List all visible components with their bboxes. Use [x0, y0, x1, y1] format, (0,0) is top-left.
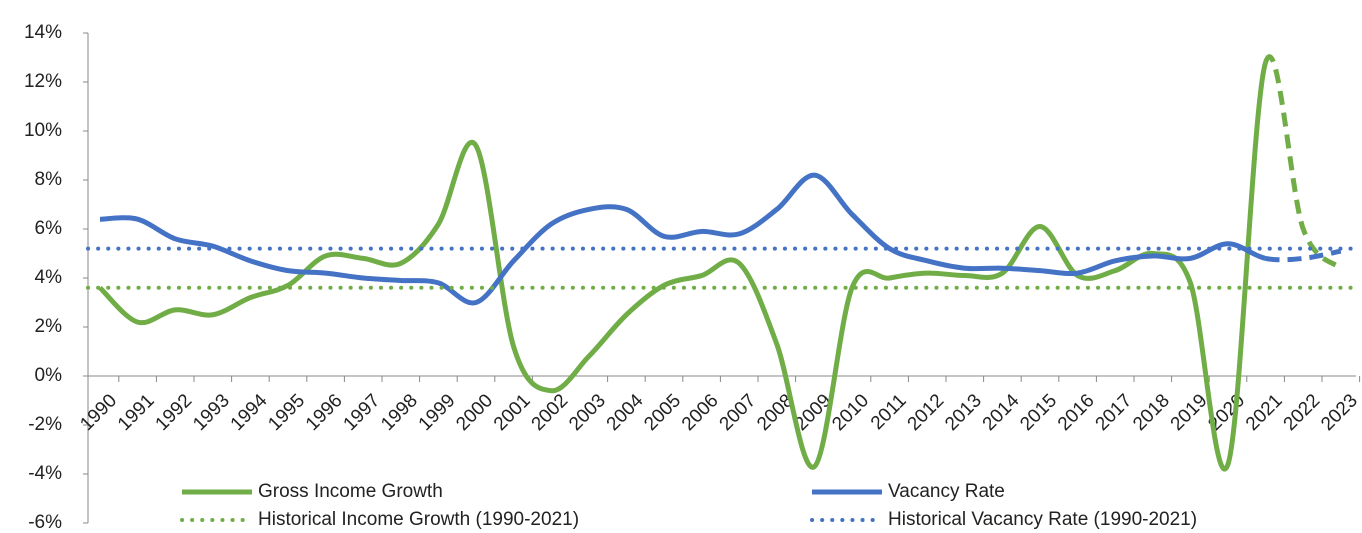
x-tick-label: 2012 — [904, 390, 949, 435]
legend-label: Gross Income Growth — [258, 481, 443, 502]
x-tick-label: 1999 — [415, 390, 460, 435]
x-tick-label: 2014 — [979, 390, 1024, 435]
x-tick-label: 2000 — [452, 390, 497, 435]
x-tick-label: 2003 — [565, 390, 610, 435]
x-tick-label: 2013 — [941, 390, 986, 435]
x-tick-label: 1991 — [114, 390, 159, 435]
x-tick-label: 1992 — [152, 390, 197, 435]
x-tick-label: 2007 — [716, 390, 761, 435]
x-tick-label: 2006 — [678, 390, 723, 435]
legend-label: Historical Income Growth (1990-2021) — [258, 509, 579, 530]
series-line-projected — [1263, 54, 1343, 271]
x-tick-label: 2021 — [1242, 390, 1287, 435]
y-tick-label: -6% — [28, 512, 62, 533]
x-tick-label: 2023 — [1317, 390, 1362, 435]
x-tick-label: 2011 — [867, 390, 911, 434]
x-tick-label: 2019 — [1167, 390, 1212, 435]
x-tick-label: 1998 — [377, 390, 422, 435]
x-tick-label: 2004 — [603, 390, 648, 435]
x-tick-label: 2022 — [1280, 390, 1325, 435]
y-tick-label: 8% — [35, 169, 63, 190]
y-tick-label: 2% — [35, 316, 63, 337]
x-tick-label: 2002 — [528, 390, 573, 435]
y-tick-label: 0% — [35, 365, 63, 386]
x-tick-label: 2001 — [490, 390, 535, 435]
x-tick-label: 2005 — [640, 390, 685, 435]
y-tick-label: 10% — [24, 120, 62, 141]
y-tick-label: 6% — [35, 218, 63, 239]
legend-label: Historical Vacancy Rate (1990-2021) — [888, 509, 1197, 530]
x-tick-label: 2015 — [1016, 390, 1061, 435]
y-tick-label: -2% — [28, 414, 62, 435]
legend-label: Vacancy Rate — [888, 481, 1005, 502]
x-tick-label: 1990 — [76, 390, 121, 435]
series-line-projected — [1265, 248, 1342, 263]
x-tick-label: 1993 — [189, 390, 234, 435]
y-tick-label: 12% — [24, 71, 62, 92]
x-tick-label: 2018 — [1129, 390, 1174, 435]
x-tick-label: 1995 — [264, 390, 309, 435]
x-tick-label: 1994 — [227, 390, 272, 435]
x-tick-label: 1996 — [302, 390, 347, 435]
x-tick-label: 1997 — [340, 390, 385, 435]
x-tick-label: 2017 — [1092, 390, 1137, 435]
series-line — [99, 172, 1267, 306]
series-line — [98, 61, 1268, 472]
y-tick-label: 14% — [24, 22, 62, 43]
x-tick-label: 2016 — [1054, 390, 1099, 435]
y-tick-label: 4% — [35, 267, 63, 288]
y-tick-label: -4% — [28, 463, 62, 484]
x-tick-label: 2010 — [828, 390, 873, 435]
